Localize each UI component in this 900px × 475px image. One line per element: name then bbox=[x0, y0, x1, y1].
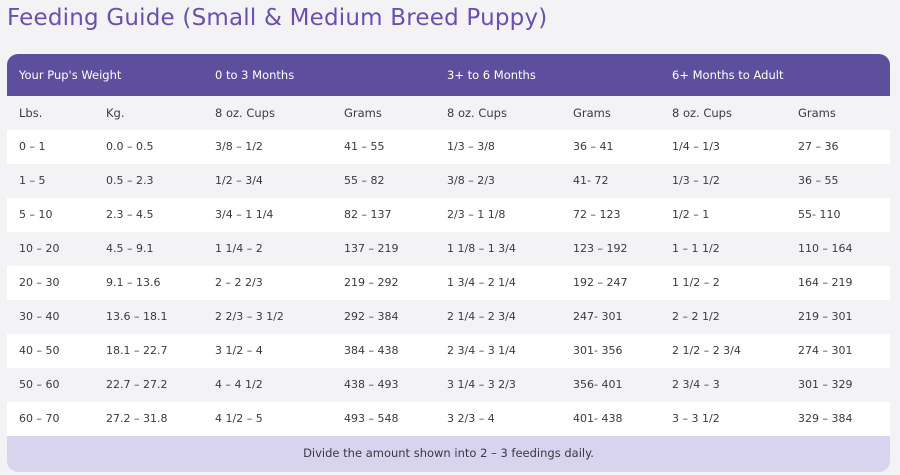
table-cell: 2 1/4 – 2 3/4 bbox=[447, 310, 516, 323]
table-cell: 329 – 384 bbox=[798, 412, 853, 425]
table-cell: 1 1/4 – 2 bbox=[215, 242, 263, 255]
table-cell: 60 – 70 bbox=[19, 412, 60, 425]
table-cell: 0.5 – 2.3 bbox=[106, 174, 154, 187]
table-cell: 3 – 3 1/2 bbox=[672, 412, 720, 425]
table-cell: 219 – 292 bbox=[344, 276, 399, 289]
table-row: 60 – 70 27.2 – 31.8 4 1/2 – 5 493 – 548 3 2/… bbox=[7, 402, 890, 436]
table-cell: 123 – 192 bbox=[573, 242, 628, 255]
table-cell: 1 3/4 – 2 1/4 bbox=[447, 276, 516, 289]
header-weight: Your Pup's Weight bbox=[19, 68, 122, 82]
table-cell: 41- 72 bbox=[573, 174, 609, 187]
table-footer-note: Divide the amount shown into 2 – 3 feedi… bbox=[7, 436, 890, 472]
table-cell: 72 – 123 bbox=[573, 208, 621, 221]
table-cell: 384 – 438 bbox=[344, 344, 399, 357]
table-cell: 164 – 219 bbox=[798, 276, 853, 289]
table-cell: 1 – 1 1/2 bbox=[672, 242, 720, 255]
table-cell: 137 – 219 bbox=[344, 242, 399, 255]
table-cell: 110 – 164 bbox=[798, 242, 853, 255]
table-cell: 1/2 – 3/4 bbox=[215, 174, 263, 187]
header-age-6-adult: 6+ Months to Adult bbox=[672, 68, 784, 82]
table-cell: 55 – 82 bbox=[344, 174, 385, 187]
page-title: Feeding Guide (Small & Medium Breed Pupp… bbox=[7, 5, 548, 31]
table-cell: 55- 110 bbox=[798, 208, 841, 221]
table-row: 40 – 50 18.1 – 22.7 3 1/2 – 4 384 – 438 2 3/… bbox=[7, 334, 890, 368]
table-cell: 82 – 137 bbox=[344, 208, 392, 221]
table-cell: 3/8 – 1/2 bbox=[215, 140, 263, 153]
table-cell: 1/3 – 1/2 bbox=[672, 174, 720, 187]
subheader-cell: Kg. bbox=[106, 106, 125, 120]
table-cell: 247- 301 bbox=[573, 310, 623, 323]
subheader-row: Lbs. Kg. 8 oz. Cups Grams 8 oz. Cups Gra… bbox=[7, 96, 890, 130]
table-cell: 9.1 – 13.6 bbox=[106, 276, 161, 289]
table-cell: 3/8 – 2/3 bbox=[447, 174, 495, 187]
subheader-cell: 8 oz. Cups bbox=[447, 106, 507, 120]
table-cell: 36 – 55 bbox=[798, 174, 839, 187]
table-row: 0 – 1 0.0 – 0.5 3/8 – 1/2 41 – 55 1/3 – 3/8 3… bbox=[7, 130, 890, 164]
table-cell: 13.6 – 18.1 bbox=[106, 310, 168, 323]
table-cell: 438 – 493 bbox=[344, 378, 399, 391]
subheader-cell: 8 oz. Cups bbox=[672, 106, 732, 120]
table-cell: 50 – 60 bbox=[19, 378, 60, 391]
table-row: 1 – 5 0.5 – 2.3 1/2 – 3/4 55 – 82 3/8 – 2/3 4… bbox=[7, 164, 890, 198]
subheader-cell: Grams bbox=[798, 106, 836, 120]
table-cell: 1/4 – 1/3 bbox=[672, 140, 720, 153]
table-cell: 356- 401 bbox=[573, 378, 623, 391]
table-cell: 41 – 55 bbox=[344, 140, 385, 153]
table-cell: 219 – 301 bbox=[798, 310, 853, 323]
table-cell: 493 – 548 bbox=[344, 412, 399, 425]
table-cell: 22.7 – 27.2 bbox=[106, 378, 168, 391]
table-cell: 292 – 384 bbox=[344, 310, 399, 323]
table-cell: 2/3 – 1 1/8 bbox=[447, 208, 506, 221]
table-cell: 4.5 – 9.1 bbox=[106, 242, 154, 255]
table-cell: 301- 356 bbox=[573, 344, 623, 357]
table-cell: 4 – 4 1/2 bbox=[215, 378, 263, 391]
table-row: 30 – 40 13.6 – 18.1 2 2/3 – 3 1/2 292 – 384… bbox=[7, 300, 890, 334]
table-cell: 401- 438 bbox=[573, 412, 623, 425]
table-header: Your Pup's Weight 0 to 3 Months 3+ to 6 … bbox=[7, 54, 890, 96]
table-cell: 18.1 – 22.7 bbox=[106, 344, 168, 357]
table-cell: 192 – 247 bbox=[573, 276, 628, 289]
table-cell: 1 1/2 – 2 bbox=[672, 276, 720, 289]
table-cell: 2 – 2 1/2 bbox=[672, 310, 720, 323]
subheader-cell: 8 oz. Cups bbox=[215, 106, 275, 120]
feeding-table: Your Pup's Weight 0 to 3 Months 3+ to 6 … bbox=[7, 54, 890, 472]
table-cell: 0 – 1 bbox=[19, 140, 46, 153]
table-cell: 3/4 – 1 1/4 bbox=[215, 208, 274, 221]
table-cell: 2 2/3 – 3 1/2 bbox=[215, 310, 284, 323]
table-row: 10 – 20 4.5 – 9.1 1 1/4 – 2 137 – 219 1 1/8 … bbox=[7, 232, 890, 266]
subheader-cell: Grams bbox=[573, 106, 611, 120]
subheader-cell: Lbs. bbox=[19, 106, 43, 120]
table-cell: 36 – 41 bbox=[573, 140, 614, 153]
table-cell: 30 – 40 bbox=[19, 310, 60, 323]
table-row: 50 – 60 22.7 – 27.2 4 – 4 1/2 438 – 493 3 1/… bbox=[7, 368, 890, 402]
table-cell: 27 – 36 bbox=[798, 140, 839, 153]
subheader-cell: Grams bbox=[344, 106, 382, 120]
table-cell: 1/2 – 1 bbox=[672, 208, 710, 221]
table-cell: 1 1/8 – 1 3/4 bbox=[447, 242, 516, 255]
table-cell: 1/3 – 3/8 bbox=[447, 140, 495, 153]
table-row: 5 – 10 2.3 – 4.5 3/4 – 1 1/4 82 – 137 2/3 – … bbox=[7, 198, 890, 232]
table-cell: 274 – 301 bbox=[798, 344, 853, 357]
table-cell: 3 1/2 – 4 bbox=[215, 344, 263, 357]
table-cell: 20 – 30 bbox=[19, 276, 60, 289]
table-cell: 2 3/4 – 3 bbox=[672, 378, 720, 391]
table-cell: 10 – 20 bbox=[19, 242, 60, 255]
table-cell: 1 – 5 bbox=[19, 174, 46, 187]
table-cell: 2 – 2 2/3 bbox=[215, 276, 263, 289]
table-cell: 4 1/2 – 5 bbox=[215, 412, 263, 425]
table-cell: 27.2 – 31.8 bbox=[106, 412, 168, 425]
header-age-3-6: 3+ to 6 Months bbox=[447, 68, 536, 82]
table-row: 20 – 30 9.1 – 13.6 2 – 2 2/3 219 – 292 1 3/4… bbox=[7, 266, 890, 300]
table-cell: 2 3/4 – 3 1/4 bbox=[447, 344, 516, 357]
table-cell: 2 1/2 – 2 3/4 bbox=[672, 344, 741, 357]
table-cell: 2.3 – 4.5 bbox=[106, 208, 154, 221]
table-cell: 5 – 10 bbox=[19, 208, 53, 221]
table-cell: 40 – 50 bbox=[19, 344, 60, 357]
table-cell: 3 1/4 – 3 2/3 bbox=[447, 378, 516, 391]
table-cell: 301 – 329 bbox=[798, 378, 853, 391]
table-cell: 0.0 – 0.5 bbox=[106, 140, 154, 153]
header-age-0-3: 0 to 3 Months bbox=[215, 68, 295, 82]
table-cell: 3 2/3 – 4 bbox=[447, 412, 495, 425]
